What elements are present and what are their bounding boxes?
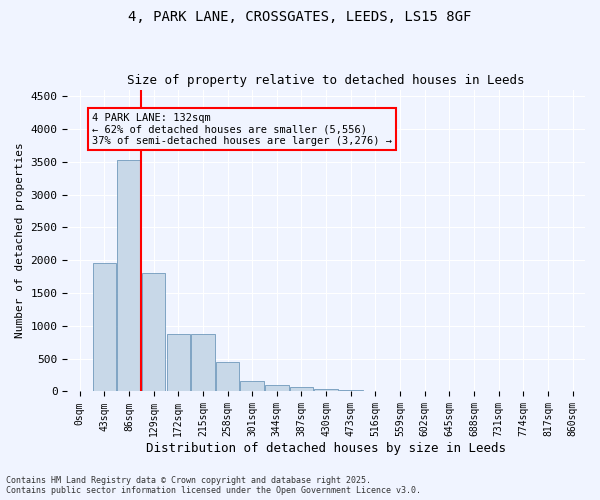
Y-axis label: Number of detached properties: Number of detached properties (15, 142, 25, 338)
Title: Size of property relative to detached houses in Leeds: Size of property relative to detached ho… (127, 74, 525, 87)
Bar (339, 390, 362, 392)
Bar (167, 334, 190, 392)
Bar (364, 391, 387, 392)
Text: 4, PARK LANE, CROSSGATES, LEEDS, LS15 8GF: 4, PARK LANE, CROSSGATES, LEEDS, LS15 8G… (128, 10, 472, 24)
Bar (92, 264, 116, 392)
Bar (290, 387, 313, 392)
Bar (191, 334, 215, 392)
Bar (241, 381, 264, 392)
Bar (265, 385, 289, 392)
Bar (117, 160, 140, 392)
Bar (216, 362, 239, 392)
X-axis label: Distribution of detached houses by size in Leeds: Distribution of detached houses by size … (146, 442, 506, 455)
Bar (314, 389, 338, 392)
Bar (142, 274, 165, 392)
Text: Contains HM Land Registry data © Crown copyright and database right 2025.
Contai: Contains HM Land Registry data © Crown c… (6, 476, 421, 495)
Text: 4 PARK LANE: 132sqm
← 62% of detached houses are smaller (5,556)
37% of semi-det: 4 PARK LANE: 132sqm ← 62% of detached ho… (92, 112, 392, 146)
